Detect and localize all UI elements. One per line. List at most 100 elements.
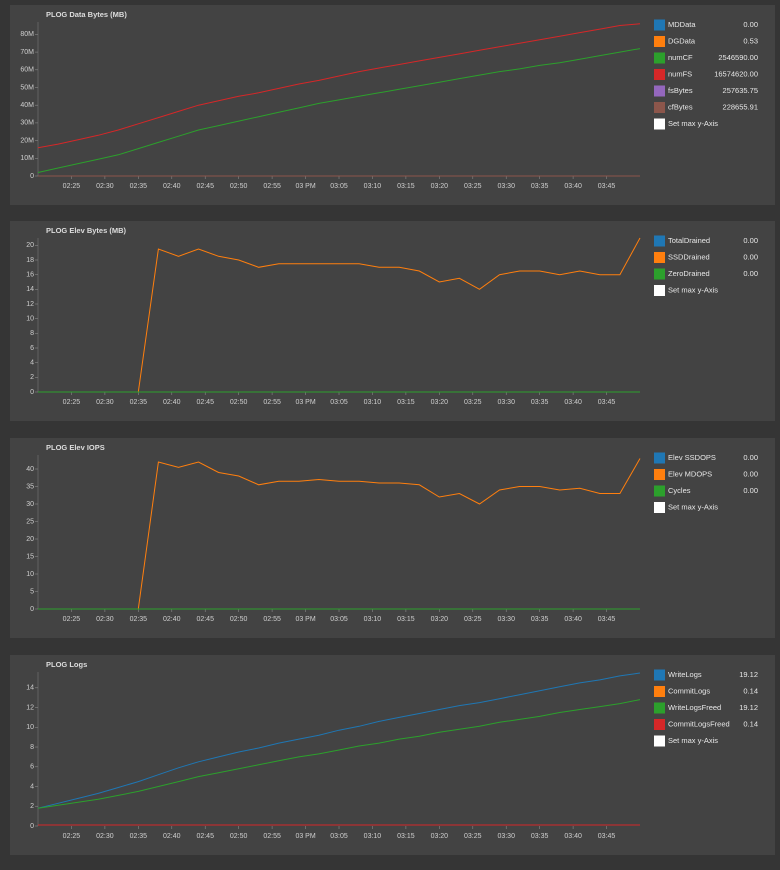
legend-swatch[interactable] [654,235,665,247]
y-tick-label: 2 [30,803,34,810]
x-tick-label: 03:10 [364,183,382,190]
legend-label[interactable]: Cycles [668,486,691,495]
x-tick-label: 03:05 [330,399,348,406]
legend-swatch[interactable] [654,268,665,280]
x-tick-label: 02:25 [63,616,81,623]
set-max-box[interactable] [654,735,665,747]
y-tick-label: 12 [26,301,34,308]
legend-swatch[interactable] [654,702,665,714]
x-tick-label: 02:35 [130,616,148,623]
x-tick-label: 02:50 [230,183,248,190]
x-tick-label: 03:05 [330,833,348,840]
legend-label[interactable]: Elev MDOPS [668,469,712,478]
y-tick-label: 20 [26,536,34,543]
legend-value: 228655.91 [723,102,758,111]
x-tick-label: 03:05 [330,183,348,190]
legend-label[interactable]: SSDDrained [668,252,710,261]
set-max-box[interactable] [654,118,665,130]
series-line [37,48,641,173]
legend-swatch[interactable] [654,485,665,497]
panel [10,221,775,421]
set-max-label[interactable]: Set max y-Axis [668,502,718,511]
x-tick-label: 03 PM [295,833,315,840]
y-tick-label: 0 [30,389,34,396]
x-tick-label: 02:35 [130,833,148,840]
legend-label[interactable]: fsBytes [668,86,693,95]
legend-swatch[interactable] [654,686,665,697]
legend-value: 0.14 [743,686,758,695]
x-tick-label: 02:40 [163,183,181,190]
x-tick-label: 03:20 [431,616,449,623]
legend-label[interactable]: numCF [668,53,693,62]
y-tick-label: 16 [26,272,34,279]
set-max-label[interactable]: Set max y-Axis [668,285,718,294]
x-tick-label: 03:15 [397,399,415,406]
legend-label[interactable]: CommitLogs [668,686,710,695]
legend-swatch[interactable] [654,669,665,681]
legend-value: 0.00 [743,252,758,261]
x-tick-label: 03:05 [330,616,348,623]
legend-swatch[interactable] [654,36,665,47]
x-tick-label: 02:40 [163,399,181,406]
series-line [37,23,641,149]
x-tick-label: 03:40 [564,399,582,406]
legend-label[interactable]: MDData [668,20,696,29]
legend-label[interactable]: CommitLogsFreed [668,719,730,728]
x-tick-label: 03:35 [531,833,549,840]
y-tick-label: 10 [26,724,34,731]
legend-value: 19.12 [739,670,758,679]
legend-swatch[interactable] [654,469,665,480]
set-max-label[interactable]: Set max y-Axis [668,119,718,128]
legend-swatch[interactable] [654,19,665,31]
x-tick-label: 03:45 [598,399,616,406]
legend-label[interactable]: ZeroDrained [668,269,710,278]
y-tick-label: 6 [30,345,34,352]
x-tick-label: 03 PM [295,616,315,623]
y-tick-label: 4 [30,360,34,367]
legend-swatch[interactable] [654,452,665,464]
x-tick-label: 02:30 [96,183,114,190]
y-tick-label: 14 [26,685,34,692]
set-max-box[interactable] [654,502,665,513]
legend-swatch[interactable] [654,252,665,263]
y-tick-label: 30M [20,120,34,127]
x-tick-label: 02:55 [263,183,281,190]
legend-label[interactable]: WriteLogs [668,670,702,679]
legend-label[interactable]: numFS [668,69,692,78]
legend-label[interactable]: DGData [668,36,696,45]
y-tick-label: 4 [30,783,34,790]
y-tick-label: 10 [26,316,34,323]
legend-swatch[interactable] [654,102,665,113]
x-tick-label: 02:45 [196,616,214,623]
x-tick-label: 02:30 [96,616,114,623]
set-max-label[interactable]: Set max y-Axis [668,736,718,745]
y-tick-label: 14 [26,286,34,293]
legend-value: 0.00 [743,20,758,29]
x-tick-label: 02:30 [96,399,114,406]
x-tick-label: 02:25 [63,833,81,840]
y-tick-label: 20 [26,242,34,249]
x-tick-label: 03:35 [531,183,549,190]
legend-label[interactable]: WriteLogsFreed [668,703,721,712]
legend-swatch[interactable] [654,69,665,80]
x-tick-label: 02:55 [263,616,281,623]
y-tick-label: 40M [20,102,34,109]
y-tick-label: 15 [26,553,34,560]
legend-label[interactable]: TotalDrained [668,236,710,245]
x-tick-label: 03 PM [295,399,315,406]
y-tick-label: 25 [26,518,34,525]
legend-label[interactable]: Elev SSDOPS [668,453,716,462]
y-tick-label: 2 [30,374,34,381]
panel [10,655,775,855]
legend-swatch[interactable] [654,52,665,64]
legend-swatch[interactable] [654,85,665,97]
legend-label[interactable]: cfBytes [668,102,693,111]
y-tick-label: 60M [20,67,34,74]
legend-value: 0.00 [743,469,758,478]
legend-value: 16574620.00 [714,69,758,78]
legend-value: 257635.75 [723,86,758,95]
series-line [37,699,641,809]
x-tick-label: 03:30 [497,833,515,840]
legend-swatch[interactable] [654,719,665,730]
set-max-box[interactable] [654,285,665,296]
